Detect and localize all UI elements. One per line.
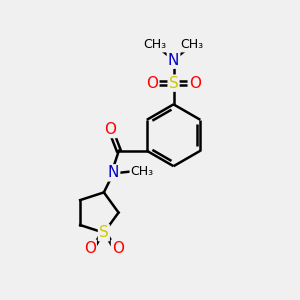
Text: O: O [189, 76, 201, 91]
Text: N: N [108, 165, 119, 180]
Text: S: S [169, 76, 178, 91]
Text: O: O [105, 122, 117, 137]
Text: CH₃: CH₃ [180, 38, 203, 51]
Text: CH₃: CH₃ [130, 165, 154, 178]
Text: O: O [112, 241, 124, 256]
Text: CH₃: CH₃ [144, 38, 167, 51]
Text: N: N [168, 53, 179, 68]
Text: S: S [99, 225, 109, 240]
Text: O: O [84, 241, 96, 256]
Text: O: O [146, 76, 158, 91]
